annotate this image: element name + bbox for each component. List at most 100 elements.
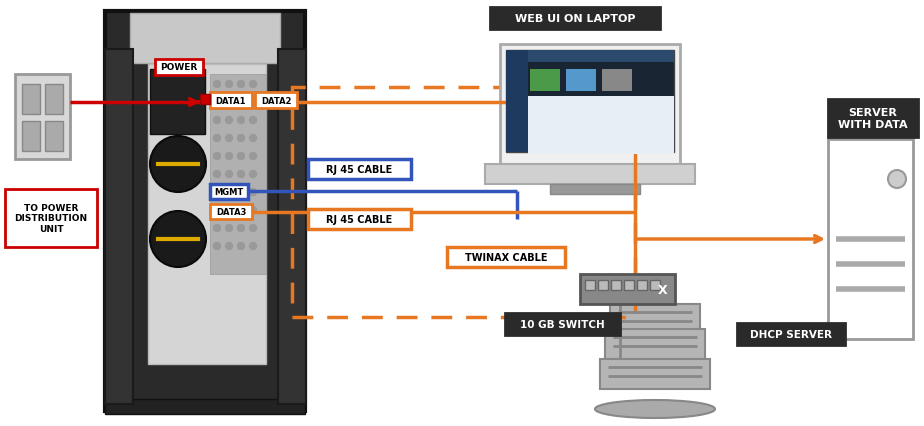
- Text: DATA1: DATA1: [215, 96, 247, 105]
- FancyBboxPatch shape: [210, 184, 248, 199]
- Circle shape: [888, 170, 906, 189]
- Circle shape: [213, 207, 221, 214]
- Circle shape: [213, 81, 221, 88]
- FancyBboxPatch shape: [105, 50, 133, 404]
- FancyBboxPatch shape: [308, 160, 411, 180]
- Circle shape: [213, 225, 221, 232]
- Circle shape: [213, 171, 221, 178]
- FancyBboxPatch shape: [828, 140, 913, 339]
- Circle shape: [249, 153, 257, 160]
- Circle shape: [249, 99, 257, 106]
- Text: DHCP SERVER: DHCP SERVER: [750, 329, 832, 339]
- FancyBboxPatch shape: [505, 313, 620, 335]
- Circle shape: [249, 171, 257, 178]
- FancyBboxPatch shape: [650, 280, 660, 290]
- Circle shape: [225, 99, 233, 106]
- FancyBboxPatch shape: [566, 70, 596, 92]
- FancyBboxPatch shape: [605, 329, 705, 359]
- Circle shape: [213, 243, 221, 250]
- Circle shape: [225, 117, 233, 124]
- Circle shape: [237, 225, 245, 232]
- FancyBboxPatch shape: [490, 8, 660, 30]
- FancyBboxPatch shape: [105, 399, 305, 414]
- FancyBboxPatch shape: [585, 280, 595, 290]
- Circle shape: [225, 225, 233, 232]
- Circle shape: [249, 189, 257, 196]
- FancyBboxPatch shape: [528, 97, 674, 155]
- Circle shape: [237, 99, 245, 106]
- Text: DATA2: DATA2: [261, 96, 291, 105]
- FancyBboxPatch shape: [210, 93, 252, 109]
- FancyBboxPatch shape: [45, 85, 63, 115]
- Circle shape: [225, 135, 233, 142]
- FancyBboxPatch shape: [210, 204, 252, 219]
- FancyBboxPatch shape: [255, 93, 297, 109]
- Circle shape: [249, 81, 257, 88]
- Text: POWER: POWER: [161, 63, 198, 72]
- FancyBboxPatch shape: [737, 323, 845, 345]
- FancyBboxPatch shape: [530, 70, 560, 92]
- Circle shape: [237, 171, 245, 178]
- Circle shape: [237, 153, 245, 160]
- FancyBboxPatch shape: [130, 14, 280, 64]
- Circle shape: [213, 189, 221, 196]
- FancyBboxPatch shape: [22, 122, 40, 152]
- Circle shape: [249, 135, 257, 142]
- Circle shape: [249, 225, 257, 232]
- Text: SERVER
WITH DATA: SERVER WITH DATA: [838, 108, 907, 130]
- FancyBboxPatch shape: [624, 280, 634, 290]
- FancyBboxPatch shape: [308, 210, 411, 230]
- Text: WEB UI ON LAPTOP: WEB UI ON LAPTOP: [515, 14, 636, 24]
- Circle shape: [237, 81, 245, 88]
- Text: TWINAX CABLE: TWINAX CABLE: [465, 253, 547, 262]
- Ellipse shape: [595, 400, 715, 418]
- Text: RJ 45 CABLE: RJ 45 CABLE: [326, 215, 393, 225]
- Circle shape: [249, 117, 257, 124]
- Circle shape: [150, 137, 206, 193]
- FancyBboxPatch shape: [610, 304, 700, 332]
- FancyBboxPatch shape: [637, 280, 647, 290]
- Circle shape: [237, 189, 245, 196]
- FancyBboxPatch shape: [500, 45, 680, 164]
- Circle shape: [150, 211, 206, 268]
- FancyBboxPatch shape: [600, 359, 710, 389]
- Text: DATA3: DATA3: [216, 207, 246, 216]
- FancyBboxPatch shape: [580, 274, 675, 304]
- Text: 10 GB SWITCH: 10 GB SWITCH: [520, 319, 605, 329]
- FancyBboxPatch shape: [200, 95, 210, 105]
- FancyBboxPatch shape: [22, 85, 40, 115]
- Circle shape: [237, 243, 245, 250]
- FancyBboxPatch shape: [278, 50, 306, 404]
- Text: RJ 45 CABLE: RJ 45 CABLE: [326, 164, 393, 175]
- FancyBboxPatch shape: [148, 65, 266, 364]
- Circle shape: [213, 153, 221, 160]
- FancyBboxPatch shape: [45, 122, 63, 152]
- Text: MGMT: MGMT: [214, 187, 244, 196]
- FancyBboxPatch shape: [550, 184, 640, 195]
- FancyBboxPatch shape: [598, 280, 608, 290]
- Circle shape: [225, 243, 233, 250]
- Circle shape: [213, 99, 221, 106]
- FancyBboxPatch shape: [506, 51, 674, 153]
- Circle shape: [237, 135, 245, 142]
- FancyBboxPatch shape: [15, 75, 70, 160]
- Circle shape: [237, 117, 245, 124]
- Circle shape: [225, 171, 233, 178]
- FancyBboxPatch shape: [602, 70, 632, 92]
- FancyBboxPatch shape: [611, 280, 621, 290]
- Circle shape: [249, 243, 257, 250]
- Circle shape: [249, 207, 257, 214]
- Circle shape: [237, 207, 245, 214]
- FancyBboxPatch shape: [528, 51, 674, 63]
- Text: X: X: [658, 283, 668, 296]
- Circle shape: [225, 81, 233, 88]
- Circle shape: [225, 153, 233, 160]
- FancyBboxPatch shape: [105, 12, 305, 411]
- FancyBboxPatch shape: [447, 248, 565, 268]
- Text: TO POWER
DISTRIBUTION
UNIT: TO POWER DISTRIBUTION UNIT: [15, 204, 88, 233]
- FancyBboxPatch shape: [828, 100, 918, 138]
- Circle shape: [225, 207, 233, 214]
- FancyBboxPatch shape: [485, 164, 695, 184]
- Circle shape: [213, 135, 221, 142]
- Circle shape: [225, 189, 233, 196]
